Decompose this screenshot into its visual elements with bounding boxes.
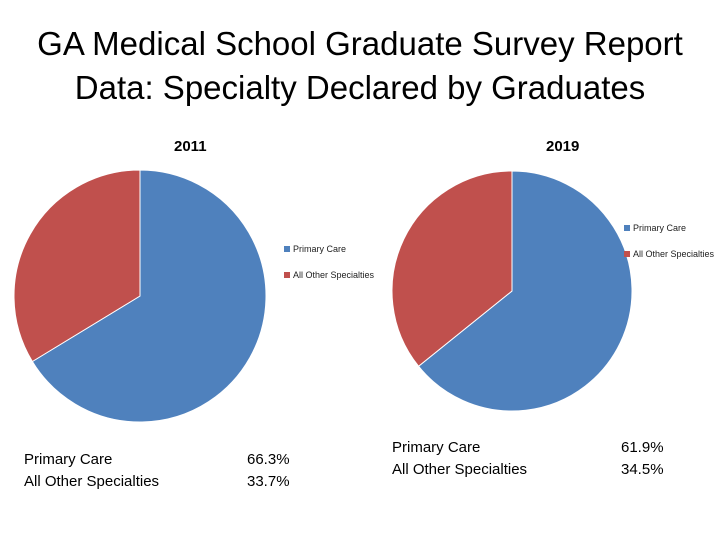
legend-item-primary-care: Primary Care [284, 242, 374, 255]
table-cell: All Other Specialties [24, 473, 160, 490]
legend-label: All Other Specialties [633, 248, 715, 259]
table-cell: Primary Care [392, 439, 481, 456]
table-cell: Primary Care [24, 451, 113, 468]
legend-2019: Primary Care All Other Specialties [624, 221, 714, 273]
legend-swatch [284, 271, 290, 278]
legend-swatch [624, 224, 630, 231]
legend-item-all-other: All Other Specialties [284, 268, 374, 281]
table-cell: 33.7% [247, 473, 290, 490]
legend-item-all-other: All Other Specialties [624, 247, 714, 260]
table-2019-categories: Primary Care All Other Specialties [392, 437, 527, 481]
title-line-1: GA Medical School Graduate Survey Report [37, 25, 683, 62]
title-line-2: Data: Specialty Declared by Graduates [74, 69, 646, 106]
pie-2011 [13, 169, 267, 423]
legend-swatch [284, 245, 290, 252]
legend-label: Primary Care [633, 222, 687, 233]
legend-label: Primary Care [293, 243, 347, 254]
table-cell: 66.3% [247, 451, 290, 468]
table-2019-values: 61.9% 34.5% [621, 437, 664, 481]
pie-slice-all-other-specialties [13, 169, 141, 363]
table-cell: 34.5% [621, 461, 664, 478]
table-cell: All Other Specialties [392, 461, 528, 478]
chart-2011-title: 2011 [174, 138, 207, 155]
table-2011-values: 66.3% 33.7% [247, 449, 290, 493]
legend-swatch [624, 250, 630, 257]
legend-label: All Other Specialties [293, 269, 375, 280]
table-2011-categories: Primary Care All Other Specialties [24, 449, 159, 493]
pie-slice-primary-care [417, 170, 633, 412]
legend-item-primary-care: Primary Care [624, 221, 714, 234]
pie-slice-primary-care [31, 169, 267, 423]
page-title: GA Medical School Graduate Survey Report… [0, 22, 720, 110]
legend-2011: Primary Care All Other Specialties [284, 242, 374, 294]
table-cell: 61.9% [621, 439, 664, 456]
pie-2019 [391, 170, 633, 412]
chart-2019-title: 2019 [546, 138, 580, 155]
pie-slice-all-other-specialties [391, 170, 513, 367]
